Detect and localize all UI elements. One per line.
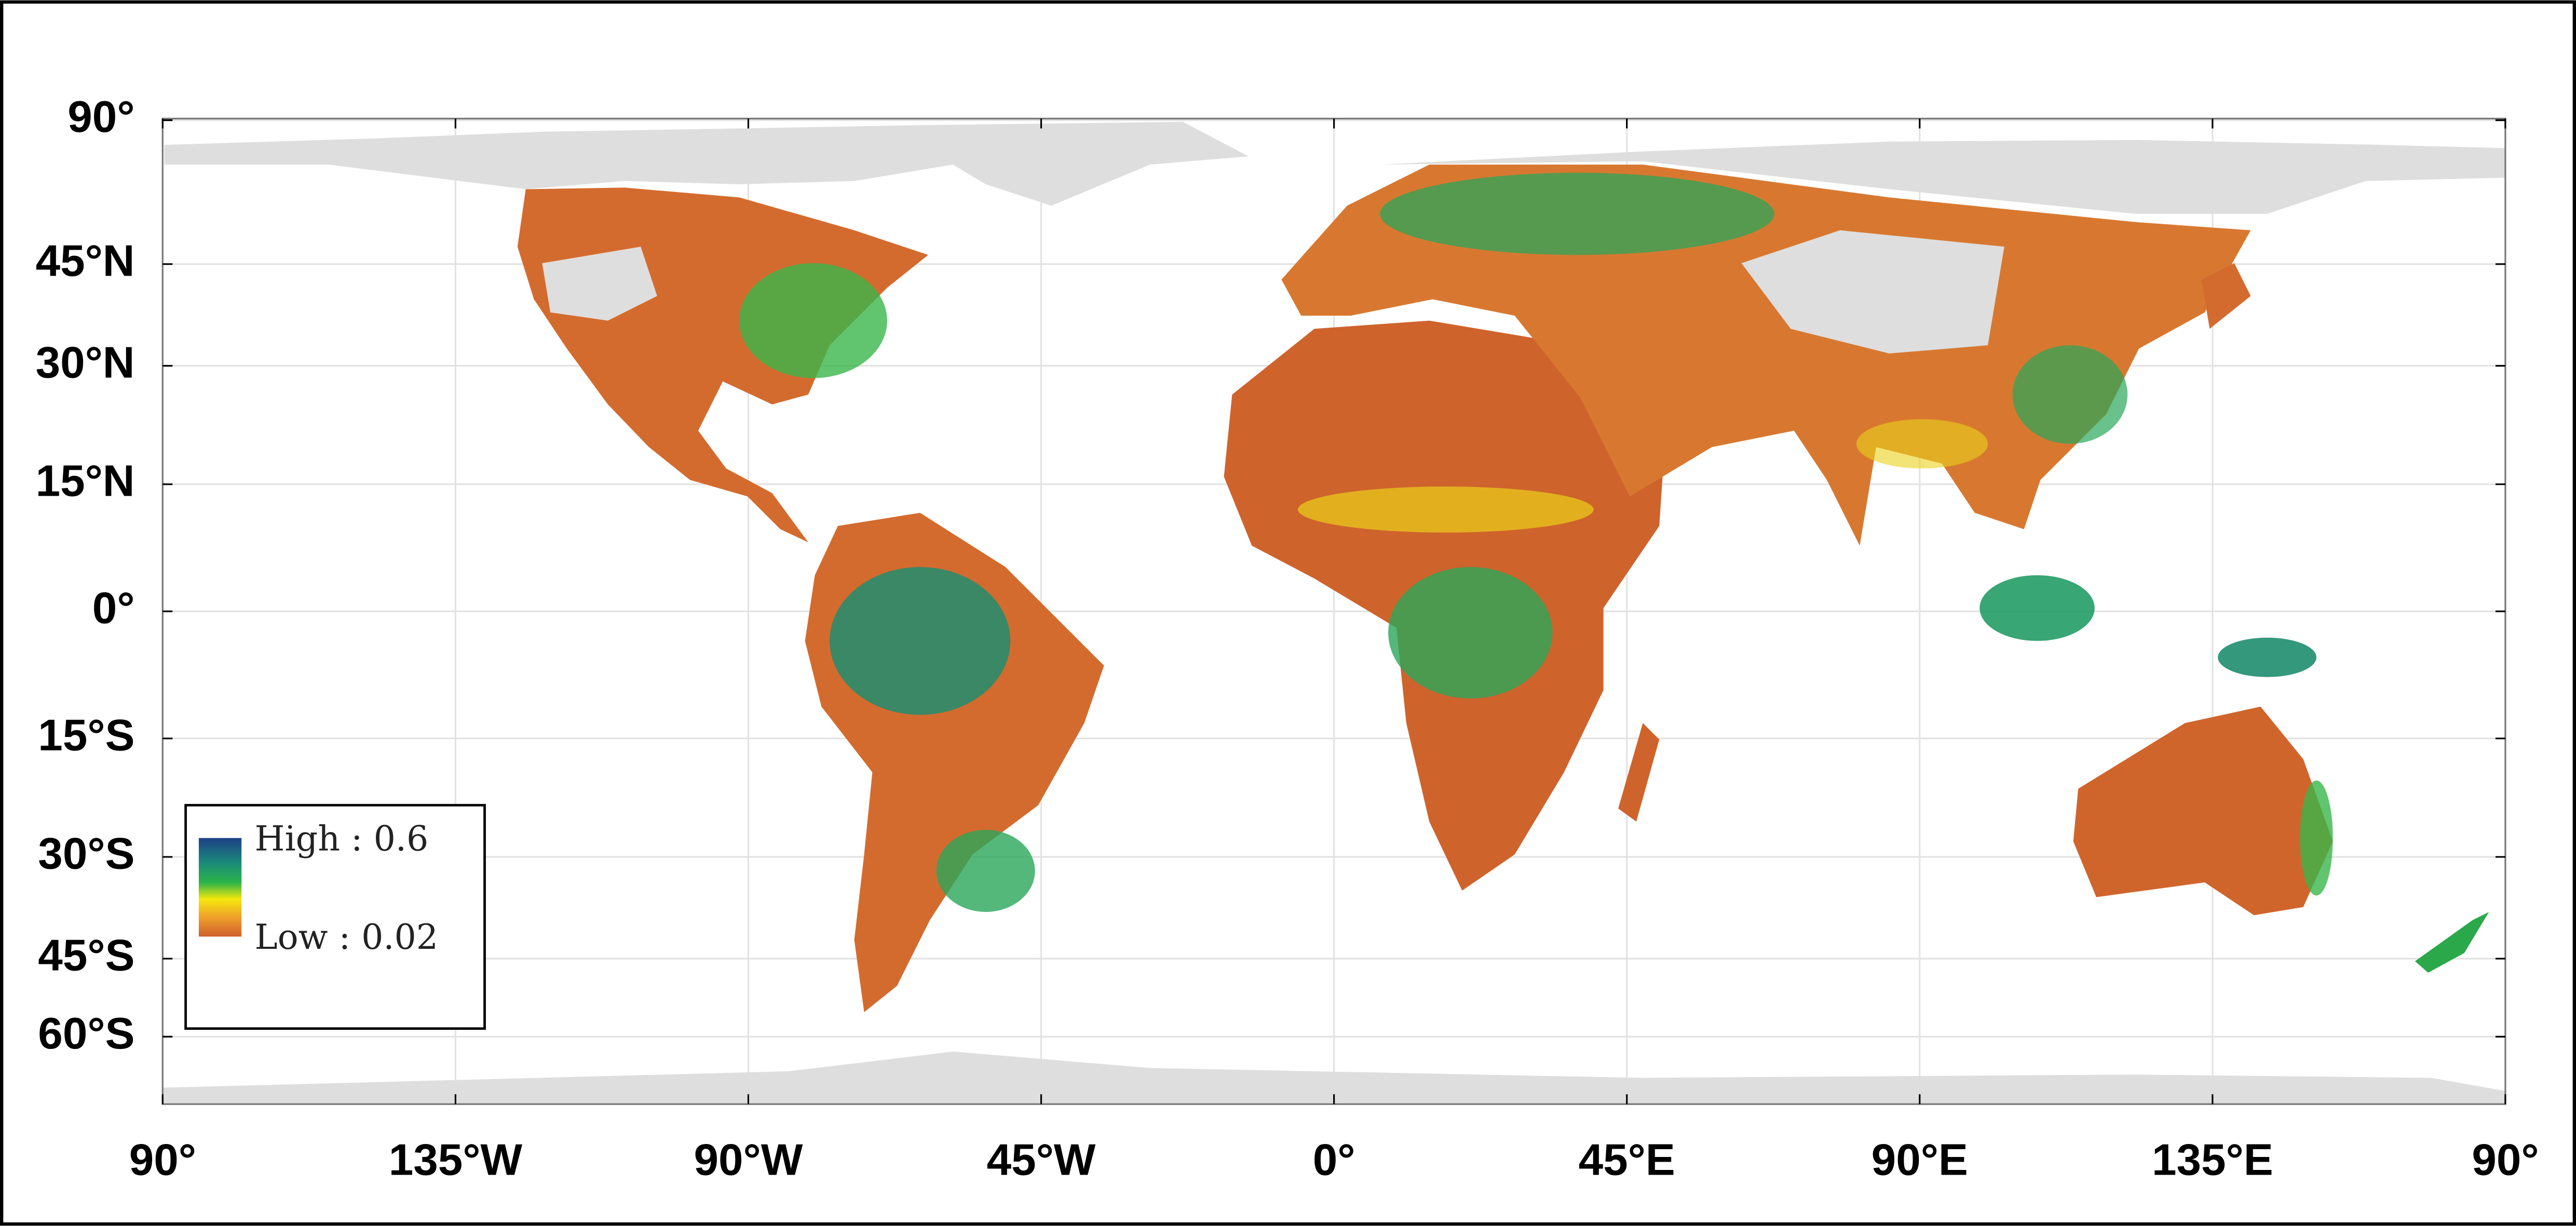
land bbox=[162, 121, 2505, 1105]
x-tick-label: 90°W bbox=[694, 1136, 803, 1185]
y-tick-label: 45°N bbox=[36, 236, 135, 285]
y-tick-label: 30°S bbox=[38, 829, 134, 878]
legend-low: Low : 0.02 bbox=[255, 917, 439, 957]
y-tick-label: 60°S bbox=[38, 1009, 134, 1058]
x-tick-label: 0° bbox=[1313, 1136, 1355, 1185]
x-tick-label: 45°E bbox=[1579, 1136, 1675, 1185]
legend-colorbar bbox=[198, 838, 242, 937]
x-tick-label: 135°W bbox=[389, 1136, 523, 1185]
x-tick-label: 135°E bbox=[2152, 1136, 2273, 1185]
legend-high: High : 0.6 bbox=[255, 818, 429, 859]
y-tick-label: 0° bbox=[92, 583, 135, 633]
y-tick-label: 45°S bbox=[38, 931, 134, 980]
x-tick-label: 90° bbox=[2472, 1136, 2539, 1185]
x-tick-label: 90°E bbox=[1872, 1136, 1968, 1185]
y-tick-label: 30°N bbox=[36, 338, 135, 387]
y-tick-label: 90° bbox=[67, 92, 134, 142]
y-tick-label: 15°N bbox=[36, 457, 135, 506]
x-tick-label: 90° bbox=[129, 1136, 196, 1185]
legend: High : 0.6 Low : 0.02 bbox=[184, 803, 486, 1030]
axis-labels: 90° 135°W 90°W 45°W 0° 45°E 90°E 135°E 90° 90° 45°… bbox=[36, 92, 2539, 1184]
x-tick-label: 45°W bbox=[987, 1136, 1096, 1185]
y-tick-label: 15°S bbox=[38, 711, 134, 760]
